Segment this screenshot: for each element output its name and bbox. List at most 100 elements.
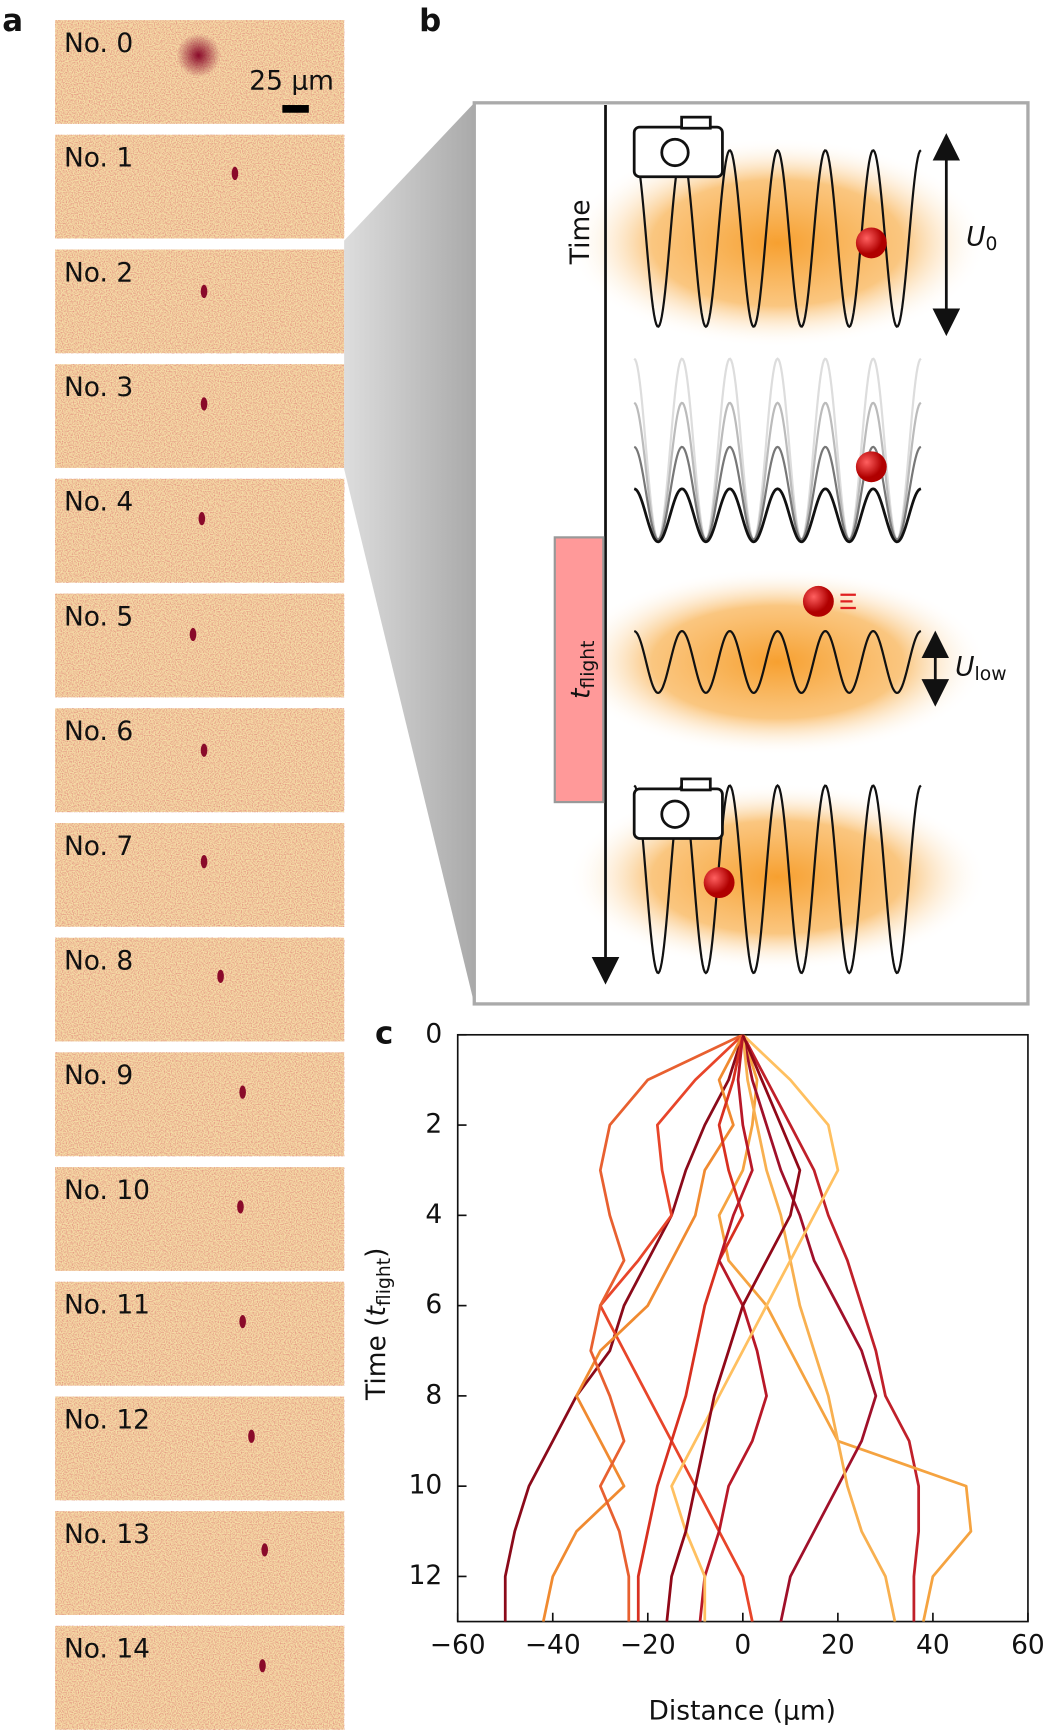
image-label: No. 5 [64,601,133,632]
x-tick-label: 0 [734,1629,751,1660]
trajectory [598,1034,754,1622]
subscript: low [975,664,1007,685]
atom-spot [261,1543,269,1557]
image-label: No. 10 [64,1175,150,1206]
atom-spot [200,743,208,757]
subscript: flight [577,640,598,688]
image-label: No. 0 [64,28,133,59]
trajectory [503,1034,745,1622]
scale-bar-label: 25 μm [249,65,334,96]
atom-spot [239,1085,246,1099]
trajectory [698,1034,768,1622]
subscript: 0 [986,233,998,254]
image-noise [55,1167,345,1271]
y-tick-label: 6 [425,1289,442,1320]
text: ) [361,1248,392,1258]
time-label: Time [565,199,596,265]
image-noise [55,593,345,698]
symbol: t [565,687,596,699]
image-label: No. 13 [64,1519,150,1550]
lattice-potential [633,629,922,695]
trajectory [541,1034,745,1622]
lattice-potential [633,357,922,542]
trajectory [636,1034,745,1622]
atom [703,227,887,899]
x-tick-label: 20 [821,1629,855,1660]
atom-spot [217,969,224,983]
image-noise [55,364,345,468]
y-tick-label: 8 [425,1379,442,1410]
y-tick-label: 12 [409,1560,443,1591]
atom-spot [200,284,208,299]
trajectory [717,1034,973,1622]
image-label: No. 1 [64,143,133,174]
image-label: No. 6 [64,716,133,747]
image-noise [55,134,345,239]
t-flight-label: tflight [565,640,599,699]
scale-bar [282,105,309,113]
glow [568,568,988,756]
image-noise [55,708,345,813]
image-label: No. 12 [64,1404,150,1435]
symbol: t [361,1304,392,1316]
trajectory [741,1034,897,1622]
trajectory [741,1034,921,1622]
x-tick-label: 60 [1011,1629,1045,1660]
atom-spot [248,1429,255,1443]
x-tick-label: −60 [430,1629,486,1660]
symbol: U [955,651,974,682]
t-flight-bar [553,536,605,804]
image-label: No. 7 [64,831,133,862]
lattice-potential [633,401,922,541]
x-tick-label: −40 [525,1629,581,1660]
image-noise [55,823,345,927]
zoom-wedge [344,102,475,1004]
atom-cloud [176,33,221,78]
lattice-potential [633,487,922,544]
panel-label: b [419,3,441,39]
atom-spot [231,166,239,181]
subscript: flight [373,1258,394,1306]
y-tick-label: 10 [409,1470,443,1501]
atom-spot [259,1659,266,1673]
image-noise [55,1625,345,1730]
image-noise [55,1052,345,1157]
y-tick-label: 4 [425,1199,442,1230]
image-noise [55,478,345,583]
glow [568,138,988,348]
atom-spot [189,627,197,642]
image-label: No. 11 [64,1290,150,1321]
text: Time ( [361,1316,392,1401]
trajectory [670,1034,840,1622]
atom-spot [198,512,206,526]
u0-label: U0 [966,221,997,255]
camera [632,115,724,840]
image-noise [55,1396,345,1501]
image-noise [55,249,345,354]
image-label: No. 4 [64,487,133,518]
atom-spot [200,855,208,869]
image-label: No. 14 [64,1634,150,1665]
panel-label: c [375,1015,393,1051]
trajectory [665,1034,802,1622]
y-tick-label: 0 [425,1018,442,1049]
image-noise [55,1511,345,1615]
atom-spot [237,1200,244,1214]
panel-label: a [2,3,23,39]
image-label: No. 9 [64,1060,133,1091]
x-axis-label: Distance (μm) [649,1696,836,1727]
lattice-potential [633,445,922,541]
glow [568,783,988,971]
image-label: No. 2 [64,257,133,288]
trajectory [589,1034,744,1622]
image-noise [55,1281,345,1386]
image-label: No. 8 [64,946,133,977]
x-tick-label: −20 [620,1629,676,1660]
atom-spot [239,1314,246,1329]
symbol: U [966,221,985,252]
atom-spot [200,397,208,411]
ulow-label: Ulow [955,651,1006,685]
image-label: No. 3 [64,372,133,403]
